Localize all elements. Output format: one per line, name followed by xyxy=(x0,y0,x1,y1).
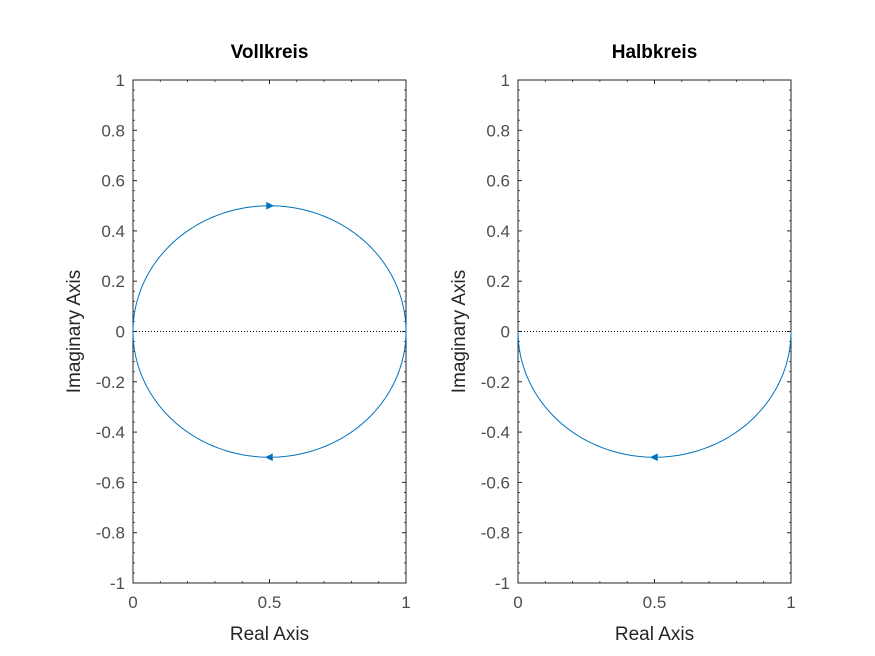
y-tick-label: -1 xyxy=(495,574,510,593)
y-tick-label: 1 xyxy=(116,71,125,90)
y-tick-label: 0.6 xyxy=(486,172,510,191)
subplot-title: Vollkreis xyxy=(231,42,309,63)
direction-arrow xyxy=(266,201,275,210)
y-axis-label: Imaginary Axis xyxy=(64,270,85,394)
direction-arrow xyxy=(649,453,658,462)
y-tick-label: -0.4 xyxy=(96,423,125,442)
y-tick-label: -0.2 xyxy=(96,373,125,392)
axes-box xyxy=(132,79,407,584)
x-axis-label: Real Axis xyxy=(615,624,694,645)
y-tick-label: -1 xyxy=(110,574,125,593)
y-axis-label: Imaginary Axis xyxy=(449,270,470,394)
y-tick-label: 1 xyxy=(501,71,510,90)
subplot-title: Halbkreis xyxy=(612,42,698,63)
x-tick-label: 0 xyxy=(128,593,137,612)
x-tick-label: 0.5 xyxy=(258,593,282,612)
y-tick-label: 0.4 xyxy=(101,222,125,241)
x-axis-label: Real Axis xyxy=(230,624,309,645)
subplot-vollkreis: -1 -0.8 -0.6 -0.4 -0.2 0 0.2 0.4 0.6 0.8 1 0 0.5 1 Vol… xyxy=(64,42,411,645)
x-tick-label: 0 xyxy=(513,593,522,612)
x-tick-label: 0.5 xyxy=(643,593,667,612)
direction-arrow xyxy=(264,453,273,462)
nyquist-curve xyxy=(132,205,407,458)
y-tick-label: -0.2 xyxy=(481,373,510,392)
y-tick-label: 0.2 xyxy=(101,272,125,291)
axes-box xyxy=(517,79,792,584)
x-tick-label: 1 xyxy=(401,593,410,612)
y-tick-label: -0.8 xyxy=(96,524,125,543)
y-tick-label: 0.4 xyxy=(486,222,510,241)
y-tick-label: 0 xyxy=(116,323,125,342)
y-tick-label: -0.8 xyxy=(481,524,510,543)
y-tick-label: -0.6 xyxy=(96,473,125,492)
y-tick-label: 0.6 xyxy=(101,172,125,191)
subplot-halbkreis: -1 -0.8 -0.6 -0.4 -0.2 0 0.2 0.4 0.6 0.8 1 0 0.5 1 Hal… xyxy=(449,42,796,645)
y-tick-label: -0.4 xyxy=(481,423,510,442)
y-tick-label: 0.8 xyxy=(486,121,510,140)
y-tick-label: -0.6 xyxy=(481,473,510,492)
x-tick-label: 1 xyxy=(786,593,795,612)
y-tick-label: 0.2 xyxy=(486,272,510,291)
y-tick-label: 0 xyxy=(501,323,510,342)
y-tick-label: 0.8 xyxy=(101,121,125,140)
